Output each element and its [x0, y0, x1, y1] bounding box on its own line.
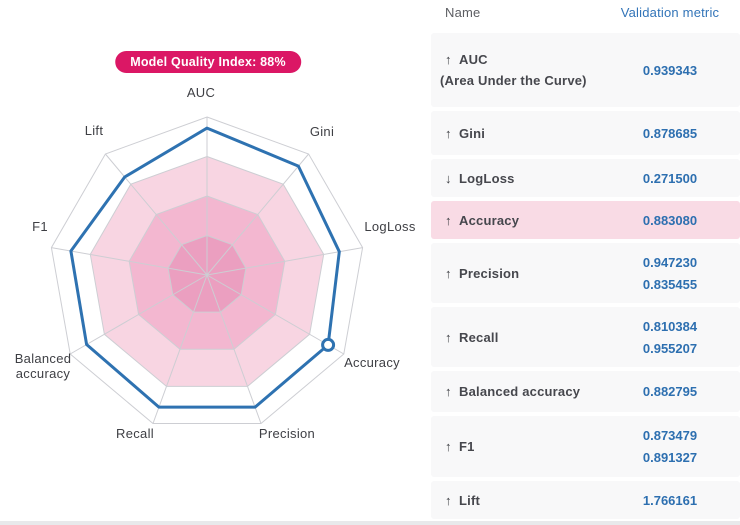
metric-name: Gini: [459, 125, 486, 141]
svg-text:Accuracy: Accuracy: [344, 355, 400, 370]
table-row[interactable]: ↑ Lift 1.766161: [431, 481, 740, 519]
metric-value: 0.878685: [642, 125, 698, 141]
svg-text:F1: F1: [32, 219, 48, 234]
model-quality-index-badge: Model Quality Index: 88%: [115, 51, 301, 73]
metric-name: AUC: [459, 52, 488, 67]
table-row[interactable]: ↑ Precision 0.947230 0.835455: [431, 243, 740, 303]
table-row[interactable]: ↑ F1 0.873479 0.891327: [431, 416, 740, 477]
metric-subtitle: (Area Under the Curve): [440, 73, 587, 88]
table-row[interactable]: ↑ Gini 0.878685: [431, 111, 740, 155]
svg-text:Gini: Gini: [310, 124, 334, 139]
metric-value: 0.882795: [642, 384, 698, 399]
metric-value: 0.883080: [642, 212, 698, 228]
metric-name: Accuracy: [459, 212, 520, 228]
radar-chart: AUC Gini LogLoss Accuracy Precision Recall Bal…: [15, 85, 416, 441]
direction-up-icon: ↑: [445, 492, 452, 508]
metric-name: F1: [459, 439, 475, 454]
metric-name: LogLoss: [459, 170, 515, 186]
metric-values: 0.271500: [600, 171, 740, 186]
direction-up-icon: ↑: [445, 384, 452, 399]
svg-text:Precision: Precision: [259, 426, 315, 441]
metric-values: 0.882795: [600, 384, 740, 399]
metric-name: Precision: [459, 265, 520, 281]
bottom-divider: [0, 521, 740, 525]
direction-up-icon: ↑: [445, 329, 452, 345]
direction-up-icon: ↑: [445, 212, 452, 228]
column-header-name: Name: [445, 5, 481, 20]
direction-up-icon: ↑: [445, 265, 452, 281]
metric-name-cell: ↑ F1: [431, 439, 600, 454]
metric-name-cell: ↓ LogLoss: [431, 171, 600, 186]
metric-name: Balanced accuracy: [459, 384, 581, 399]
radar-chart-panel: Model Quality Index: 88% AUC Gini LogLoss A…: [15, 51, 416, 441]
metric-name-cell: ↑ AUC (Area Under the Curve): [431, 52, 600, 88]
metric-name-cell: ↑ Recall: [431, 330, 600, 345]
table-header: Name Validation metric: [430, 0, 740, 33]
metric-values: 0.810384 0.955207: [600, 319, 740, 356]
metric-values: 0.947230 0.835455: [600, 255, 740, 292]
metric-name-cell: ↑ Lift: [431, 493, 600, 508]
metric-value: 0.835455: [642, 276, 698, 292]
svg-text:LogLoss: LogLoss: [364, 219, 415, 234]
table-row[interactable]: ↑ AUC (Area Under the Curve) 0.939343: [431, 33, 740, 107]
table-row[interactable]: ↑ Accuracy 0.883080: [431, 201, 740, 239]
metric-name: Recall: [459, 329, 499, 345]
direction-down-icon: ↓: [445, 170, 452, 186]
metric-values: 0.878685: [600, 126, 740, 141]
metric-value: 0.939343: [642, 62, 698, 78]
metric-name-cell: ↑ Balanced accuracy: [431, 384, 600, 399]
direction-up-icon: ↑: [445, 439, 452, 454]
svg-text:Lift: Lift: [85, 123, 104, 138]
metric-value: 0.955207: [642, 340, 698, 356]
svg-text:AUC: AUC: [187, 85, 215, 100]
metric-value: 0.810384: [642, 318, 698, 334]
metric-values: 0.939343: [600, 63, 740, 78]
table-row[interactable]: ↓ LogLoss 0.271500: [431, 159, 740, 197]
selected-point-marker: [321, 337, 336, 352]
metric-name: Lift: [459, 492, 481, 508]
metric-value: 0.271500: [642, 170, 698, 186]
metric-value: 0.947230: [642, 254, 698, 270]
metric-value: 1.766161: [642, 492, 698, 508]
table-row[interactable]: ↑ Balanced accuracy 0.882795: [431, 371, 740, 412]
metrics-table: ↑ AUC (Area Under the Curve) 0.939343 ↑ Gini 0…: [431, 33, 740, 523]
metric-name-cell: ↑ Gini: [431, 126, 600, 141]
column-header-validation-metric[interactable]: Validation metric: [620, 5, 720, 20]
metric-name-cell: ↑ Precision: [431, 266, 600, 281]
metric-values: 0.873479 0.891327: [600, 428, 740, 465]
direction-up-icon: ↑: [445, 52, 452, 67]
metric-values: 0.883080: [600, 213, 740, 228]
metrics-table-panel: Name Validation metric ↑ AUC (Area Under t…: [430, 0, 740, 525]
metric-values: 1.766161: [600, 493, 740, 508]
metric-value: 0.873479: [642, 428, 698, 443]
direction-up-icon: ↑: [445, 125, 452, 141]
radar-series-line: [69, 126, 341, 409]
metric-name-cell: ↑ Accuracy: [431, 213, 600, 228]
table-row[interactable]: ↑ Recall 0.810384 0.955207: [431, 307, 740, 367]
metric-value: 0.891327: [642, 450, 698, 465]
svg-text:Recall: Recall: [116, 426, 154, 441]
